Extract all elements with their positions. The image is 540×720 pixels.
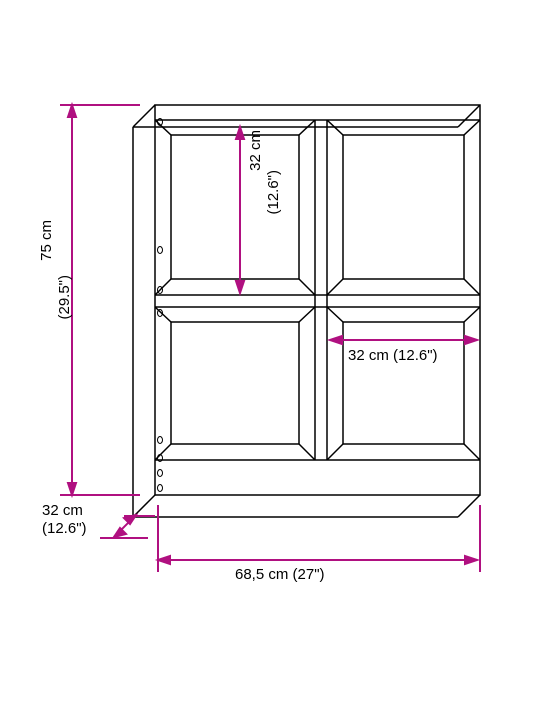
inner-v-label-cm: 32 cm xyxy=(247,130,264,171)
furniture-diagram xyxy=(0,0,540,720)
height-label-in: (29.5") xyxy=(56,275,73,320)
height-label-cm: 75 cm xyxy=(38,220,55,261)
depth-label-cm: 32 cm xyxy=(42,502,83,519)
depth-label-in: (12.6") xyxy=(42,520,87,537)
width-label: 68,5 cm (27") xyxy=(235,566,325,583)
inner-v-label-in: (12.6") xyxy=(265,170,282,215)
inner-h-label: 32 cm (12.6") xyxy=(348,347,438,364)
